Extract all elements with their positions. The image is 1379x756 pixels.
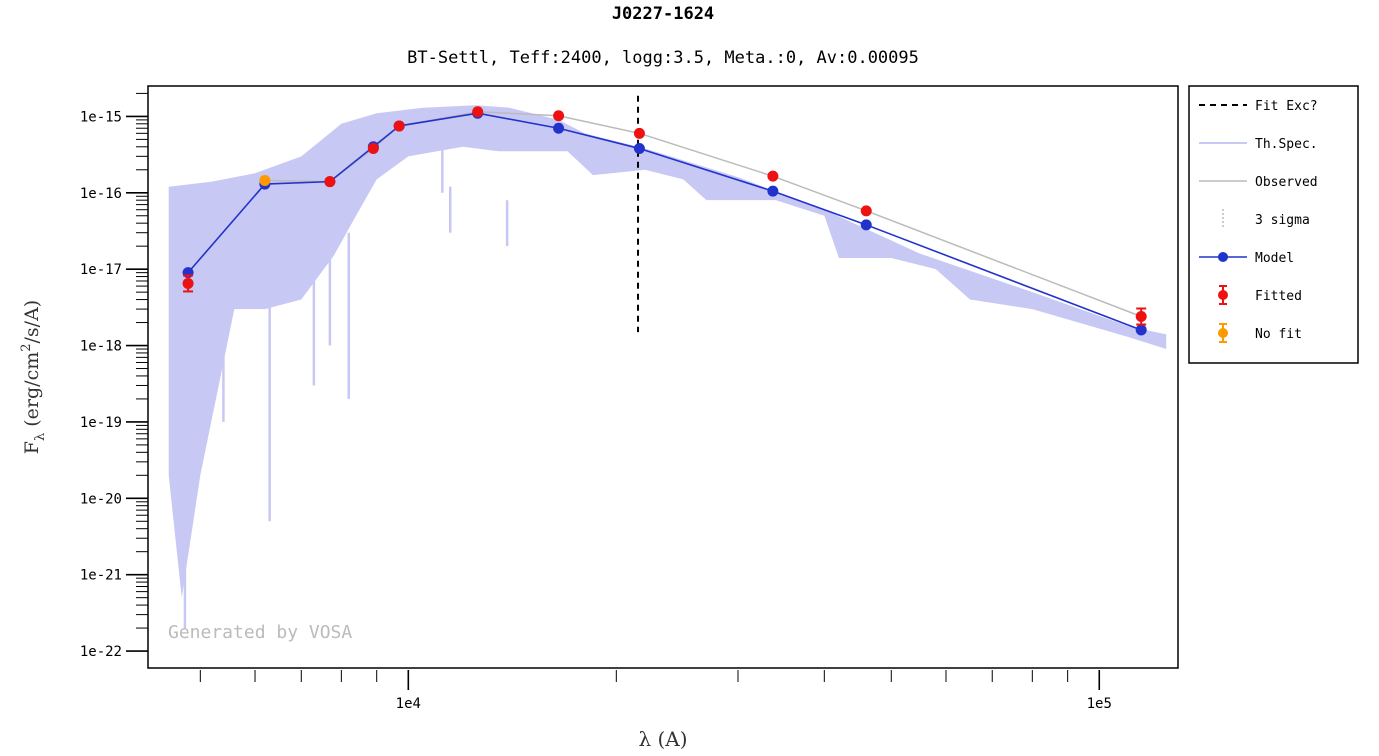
y-tick-label: 1e-19 <box>80 415 122 431</box>
legend-label: Fit Exc? <box>1255 99 1318 114</box>
model-point <box>767 185 779 197</box>
fitted-point <box>1135 310 1147 322</box>
y-tick-label: 1e-21 <box>80 568 122 584</box>
chart-subtitle: BT-Settl, Teff:2400, logg:3.5, Meta.:0, … <box>407 48 919 68</box>
no-fit-point <box>259 174 271 186</box>
y-tick-label: 1e-20 <box>80 491 122 507</box>
y-axis-label-sup: 2 <box>19 343 34 351</box>
model-point <box>553 122 565 134</box>
legend-label: Fitted <box>1255 289 1302 304</box>
y-tick-label: 1e-18 <box>80 339 122 355</box>
fitted-point <box>767 170 779 182</box>
plot-frame <box>147 85 1179 669</box>
y-tick-label: 1e-22 <box>80 644 122 660</box>
y-axis-label-sub: λ <box>33 433 48 441</box>
x-tick-label: 1e5 <box>1087 696 1112 712</box>
legend-label: Observed <box>1255 175 1318 190</box>
x-axis-label: λ (A) <box>638 727 687 751</box>
watermark: Generated by VOSA <box>168 622 352 643</box>
model-point <box>633 142 645 154</box>
fitted-point <box>367 142 379 154</box>
th-spec-band <box>168 105 1167 598</box>
y-axis-label: Fλ (erg/cm2/s/A) <box>19 300 48 454</box>
model-point <box>1135 324 1147 336</box>
y-tick-label: 1e-16 <box>80 186 122 202</box>
y-tick-label: 1e-17 <box>80 262 122 278</box>
legend-label: Th.Spec. <box>1255 137 1318 152</box>
fitted-point <box>324 176 336 188</box>
legend-box <box>1188 85 1359 364</box>
legend-no_fit-point <box>1218 328 1228 338</box>
y-axis-label-end: /s/A) <box>21 300 43 344</box>
fitted-point <box>393 120 405 132</box>
fitted-point <box>633 127 645 139</box>
y-axis-label-main: F <box>21 441 43 454</box>
model-point <box>860 219 872 231</box>
y-axis-label-rest: (erg/cm <box>21 352 43 433</box>
fitted-point <box>860 205 872 217</box>
fitted-point <box>472 106 484 118</box>
chart-title: J0227-1624 <box>612 4 714 24</box>
x-tick-label: 1e4 <box>396 696 421 712</box>
y-tick-label: 1e-15 <box>80 109 122 125</box>
legend-fitted-point <box>1218 290 1228 300</box>
fitted-point <box>553 110 565 122</box>
legend-label: No fit <box>1255 327 1302 342</box>
plot-area <box>168 95 1167 629</box>
legend-label: Model <box>1255 251 1294 266</box>
legend: Fit Exc? Th.Spec. Observed 3 sigma Model Fitt… <box>1188 85 1359 364</box>
fitted-point <box>182 277 194 289</box>
axes: 1e-15 1e-16 1e-17 1e-18 1e-19 1e-20 1e-21 1e-22… <box>80 92 1112 712</box>
legend-label: 3 sigma <box>1255 213 1310 228</box>
legend-model-point <box>1218 252 1228 262</box>
